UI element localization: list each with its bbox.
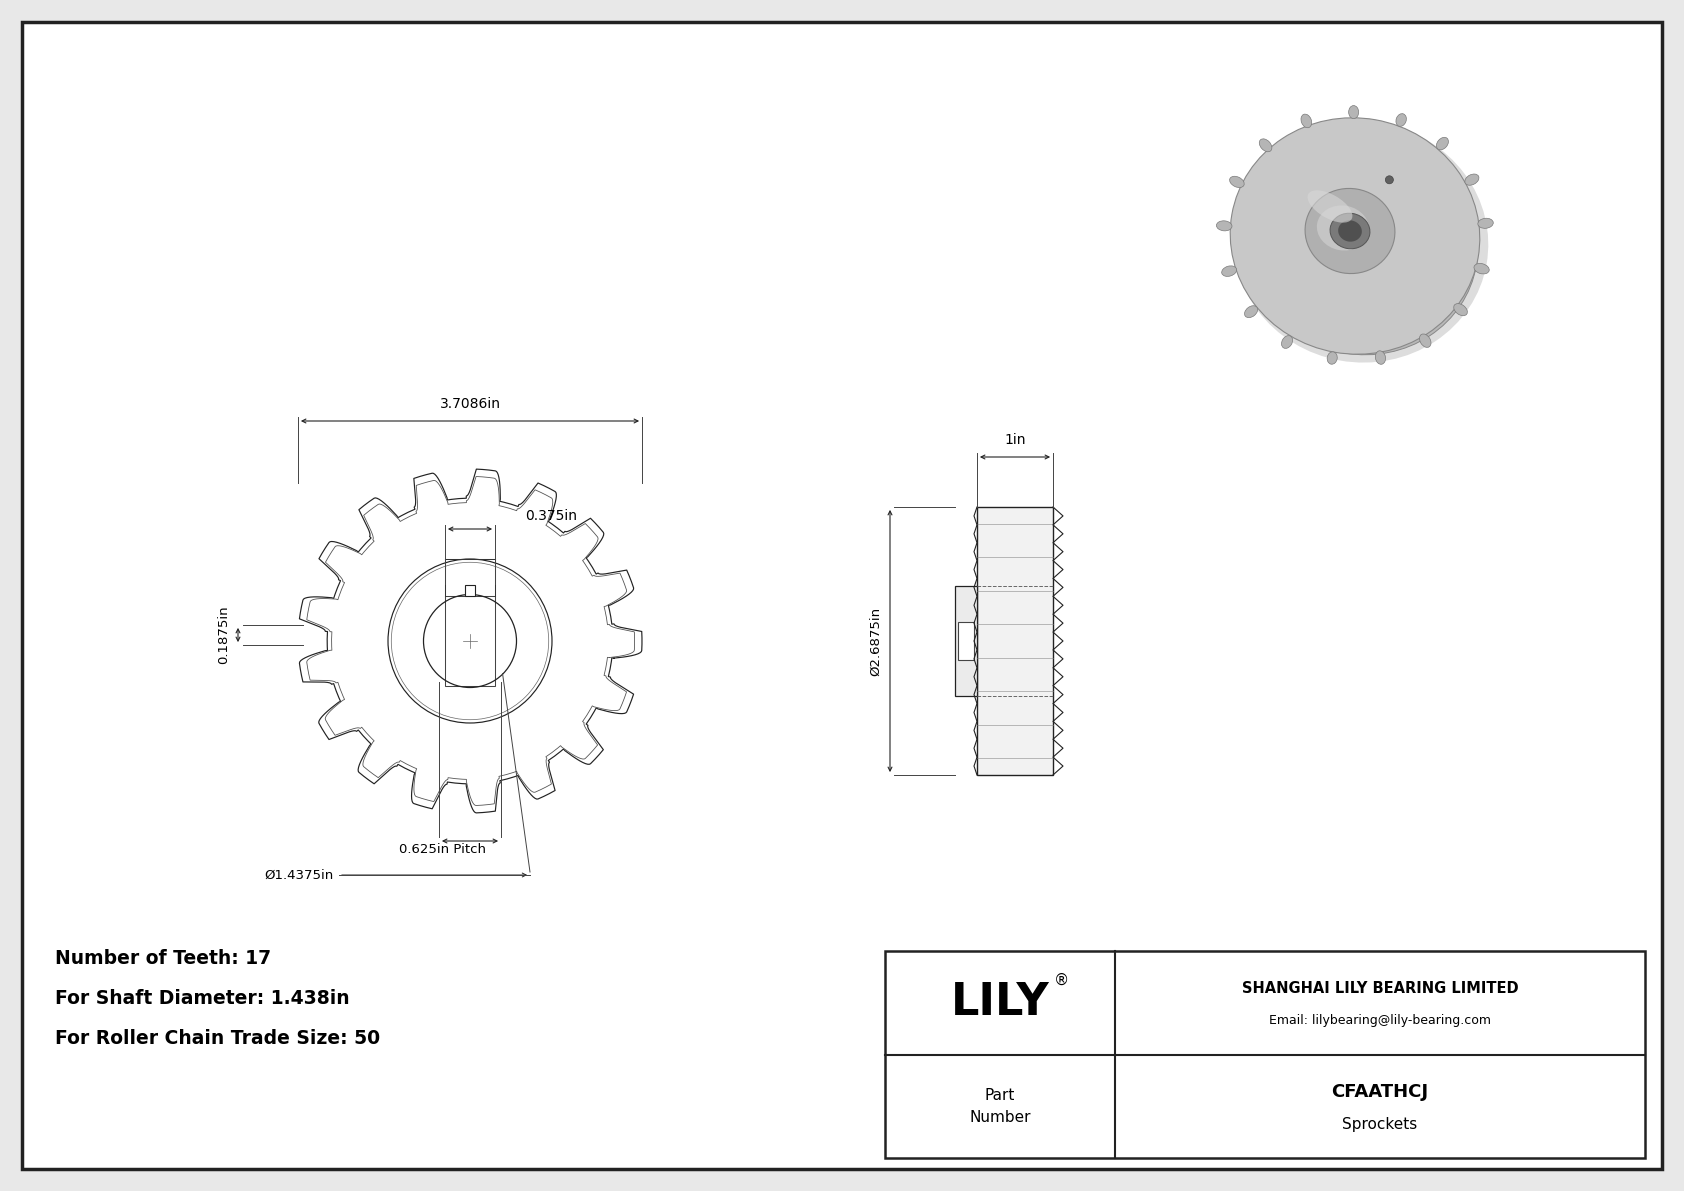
Text: For Shaft Diameter: 1.438in: For Shaft Diameter: 1.438in (56, 989, 350, 1008)
Ellipse shape (1436, 137, 1448, 150)
Bar (886, 950, 1645, 1158)
Text: Sprockets: Sprockets (1342, 1117, 1418, 1131)
Bar (465, 585, 475, 596)
Ellipse shape (1327, 351, 1337, 364)
Ellipse shape (1474, 263, 1489, 274)
Ellipse shape (1349, 106, 1359, 119)
Ellipse shape (1221, 266, 1236, 276)
Ellipse shape (1317, 206, 1369, 250)
Ellipse shape (1479, 218, 1494, 229)
Text: Number of Teeth: 17: Number of Teeth: 17 (56, 949, 271, 968)
Text: LILY: LILY (951, 981, 1049, 1024)
Bar (958, 622, 973, 660)
Text: Ø1.4375in: Ø1.4375in (264, 868, 333, 881)
Ellipse shape (1248, 137, 1479, 355)
Ellipse shape (1420, 333, 1431, 348)
Ellipse shape (1282, 336, 1293, 349)
Ellipse shape (1330, 213, 1371, 249)
Text: Email: lilybearing@lily-bearing.com: Email: lilybearing@lily-bearing.com (1270, 1015, 1490, 1028)
Text: Part
Number: Part Number (970, 1087, 1031, 1124)
Bar (445, 596, 495, 686)
Ellipse shape (1216, 220, 1233, 231)
Text: 0.375in: 0.375in (525, 509, 578, 523)
Ellipse shape (1339, 220, 1362, 242)
Circle shape (1386, 176, 1393, 183)
Ellipse shape (1231, 118, 1480, 354)
Ellipse shape (1465, 174, 1479, 186)
Ellipse shape (1396, 113, 1406, 126)
Ellipse shape (1244, 306, 1258, 318)
Text: 1in: 1in (1004, 434, 1026, 447)
Ellipse shape (1260, 139, 1271, 151)
Text: CFAATHCJ: CFAATHCJ (1332, 1084, 1428, 1102)
Ellipse shape (1305, 188, 1394, 274)
Ellipse shape (1229, 176, 1244, 187)
Ellipse shape (1376, 351, 1386, 364)
Text: 3.7086in: 3.7086in (440, 397, 500, 411)
Ellipse shape (1453, 304, 1467, 316)
Text: 0.1875in: 0.1875in (217, 606, 231, 665)
Bar (977, 507, 1052, 775)
Text: SHANGHAI LILY BEARING LIMITED: SHANGHAI LILY BEARING LIMITED (1241, 981, 1519, 996)
Text: 0.625in Pitch: 0.625in Pitch (399, 843, 487, 856)
Ellipse shape (1234, 121, 1489, 362)
Ellipse shape (1302, 114, 1312, 127)
Text: For Roller Chain Trade Size: 50: For Roller Chain Trade Size: 50 (56, 1029, 381, 1048)
Text: Ø2.6875in: Ø2.6875in (869, 606, 882, 675)
Text: ®: ® (1054, 973, 1069, 989)
Ellipse shape (1307, 191, 1352, 223)
Bar (955, 586, 977, 696)
